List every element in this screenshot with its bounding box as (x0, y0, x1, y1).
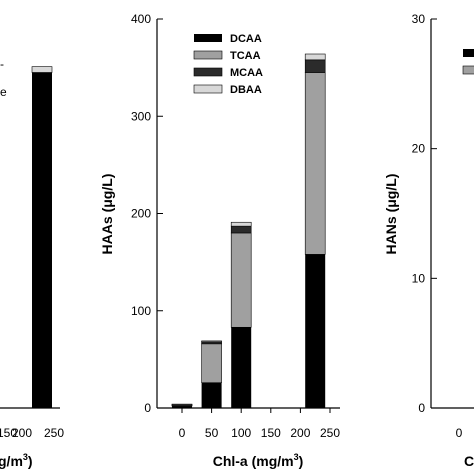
legend-swatch-dcaa (463, 49, 474, 57)
legend-swatch-mcaa (193, 67, 223, 77)
x-tick-label: 250 (320, 426, 340, 440)
bar-segment-dcaa (172, 406, 192, 408)
x-axis-label-text: g/m (0, 453, 23, 469)
y-tick-label: 10 (412, 271, 426, 285)
bar-segment-mcaa (230, 225, 252, 234)
legend-label: DCAA (230, 33, 262, 45)
x-axis-label: C (464, 453, 474, 469)
y-tick-label: 400 (131, 12, 151, 26)
chart-panel-haas: HAAs (μg/L) Chl-a (mg/m3) 0100200300400 … (99, 12, 340, 469)
chart-panel-left: - e 150 200 250 g/m3) (0, 57, 64, 469)
x-axis-label: Chl-a (mg/m3) (213, 452, 304, 469)
bar-segment-tcaa (304, 72, 326, 255)
bar-segment-mcaa (304, 59, 326, 73)
bar-segment-tcaa (230, 232, 252, 328)
y-tick-label: 30 (412, 12, 426, 26)
x-axis-label-close: ) (28, 453, 33, 469)
bar-segment-dcaa (32, 72, 52, 409)
y-tick-label: 100 (131, 304, 151, 318)
legend-label: TCAA (230, 50, 261, 62)
y-tick-label: 300 (131, 109, 151, 123)
y-axis-label: HAAs (μg/L) (99, 174, 115, 255)
chart-panel-hans: HANs (μg/L) C 0 0 10 20 30 (383, 12, 474, 469)
x-tick-label: 200 (290, 426, 310, 440)
bar-segment-dbaa (201, 340, 222, 343)
bar-segment-dcaa (305, 254, 326, 408)
x-tick-label: 50 (205, 426, 219, 440)
legend-swatch-dcaa (194, 34, 222, 42)
bar-segment-dbaa (171, 403, 193, 406)
y-tick-label: 20 (412, 142, 426, 156)
legend-swatch-dbaa (193, 84, 223, 94)
bar-segment-dcaa (231, 327, 252, 408)
bar-segment-dcaa (201, 382, 222, 408)
x-axis-label: g/m3) (0, 452, 33, 469)
bar-segment-tcaa (201, 343, 222, 384)
side-mark: - (0, 57, 4, 71)
side-mark: e (0, 85, 7, 99)
bar-segment-dbaa (304, 53, 326, 61)
x-axis-label-sup: 3 (294, 452, 299, 462)
x-axis-label-text: Chl-a (mg/m (213, 453, 294, 469)
x-axis-label-close: ) (299, 453, 304, 469)
x-tick-label: 150 (0, 426, 17, 440)
x-tick-label: 150 (261, 426, 281, 440)
x-tick-label: 250 (44, 426, 64, 440)
bar-segment-dbaa (31, 66, 53, 73)
y-tick-label: 0 (418, 401, 425, 415)
x-tick-label: 200 (12, 426, 32, 440)
bar-segment-dbaa (230, 221, 252, 227)
x-tick-label: 0 (456, 426, 463, 440)
legend: DCAA TCAA MCAA DBAA (193, 33, 263, 96)
legend-swatch-tcaa (193, 50, 223, 60)
legend-swatch-tcaa (462, 65, 474, 75)
y-tick-label: 200 (131, 207, 151, 221)
legend-label: DBAA (230, 84, 262, 96)
x-axis-label-sup: 3 (23, 452, 28, 462)
y-axis-label: HANs (μg/L) (383, 174, 399, 255)
x-tick-label: 0 (179, 426, 186, 440)
x-tick-label: 100 (231, 426, 251, 440)
legend-label: MCAA (230, 67, 263, 79)
y-tick-label: 0 (144, 401, 151, 415)
